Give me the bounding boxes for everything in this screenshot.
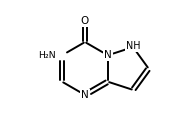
Text: O: O <box>81 16 89 26</box>
Text: NH: NH <box>126 41 140 51</box>
Text: H₂N: H₂N <box>38 51 55 60</box>
Text: N: N <box>104 50 112 60</box>
Text: N: N <box>81 90 89 100</box>
